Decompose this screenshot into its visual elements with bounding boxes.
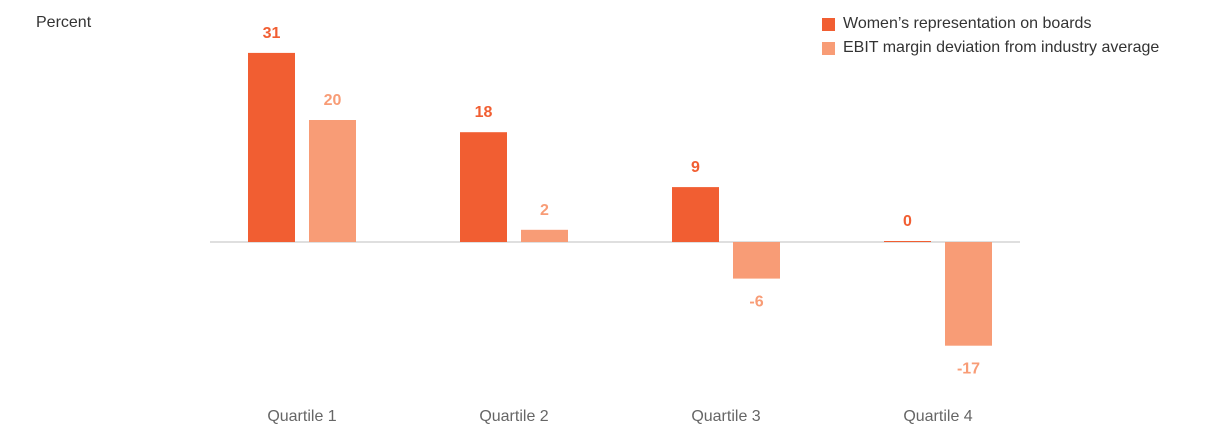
category-label-1: Quartile 1 [267, 408, 336, 425]
data-label-s1-2: 18 [475, 104, 493, 121]
bar-s2-3 [733, 242, 780, 279]
legend-item-women: Women’s representation on boards [822, 14, 1159, 34]
bar-s1-4 [884, 241, 931, 242]
data-label-s1-4: 0 [903, 213, 912, 230]
bar-s1-3 [672, 187, 719, 242]
bar-s2-1 [309, 120, 356, 242]
data-label-s2-1: 20 [324, 92, 342, 109]
bar-s2-4 [945, 242, 992, 346]
legend-label-ebit: EBIT margin deviation from industry aver… [843, 39, 1160, 56]
bar-s2-2 [521, 229, 568, 242]
legend-item-ebit: EBIT margin deviation from industry aver… [822, 38, 1159, 58]
data-label-s1-3: 9 [691, 159, 700, 176]
category-label-4: Quartile 4 [903, 408, 972, 425]
data-label-s2-3: -6 [749, 294, 763, 311]
legend-swatch-ebit [822, 41, 835, 55]
category-label-3: Quartile 3 [691, 408, 760, 425]
bar-s1-2 [460, 132, 507, 242]
legend-label-women: Women’s representation on boards [843, 15, 1092, 32]
unit-label: Percent [36, 14, 92, 31]
bar-s1-1 [248, 52, 295, 243]
data-label-s2-4: -17 [957, 361, 980, 378]
data-label-s1-1: 31 [263, 25, 281, 42]
legend: Women’s representation on boards EBIT ma… [822, 14, 1159, 62]
data-label-s2-2: 2 [540, 202, 549, 219]
category-label-2: Quartile 2 [479, 408, 548, 425]
legend-swatch-women [822, 17, 835, 31]
